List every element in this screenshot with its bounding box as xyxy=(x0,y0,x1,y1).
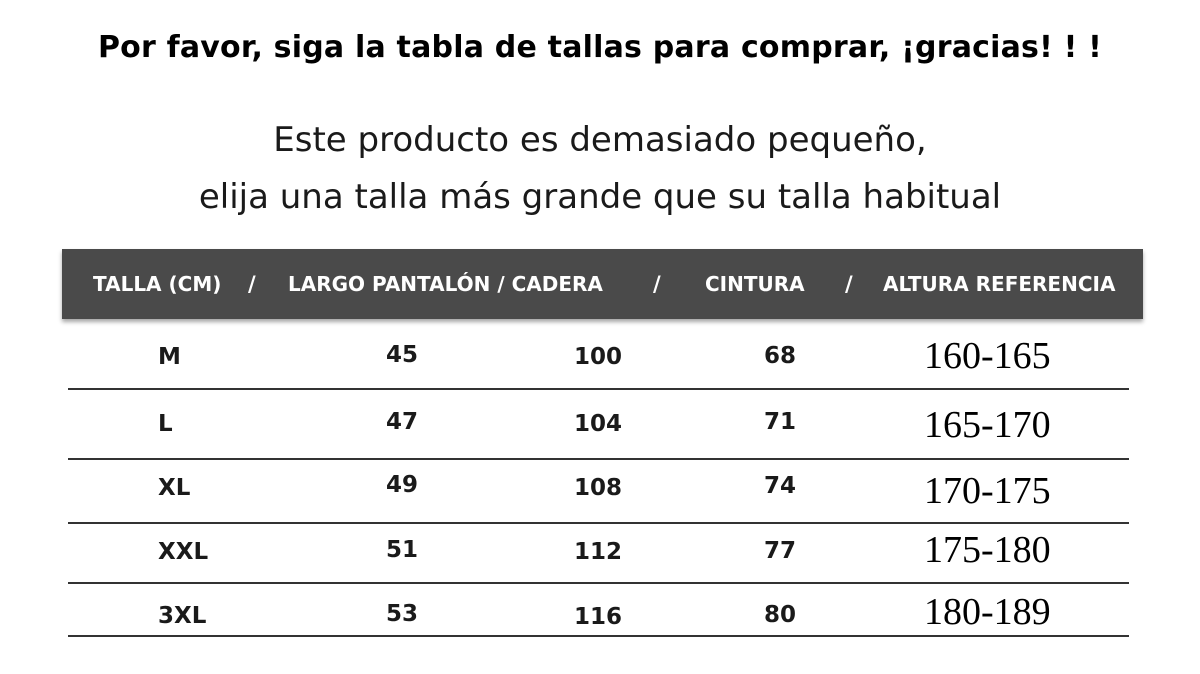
cell-length: 49 xyxy=(386,472,419,498)
table-row: XL 49 108 74 170-175 xyxy=(68,462,1129,522)
header-separator: / xyxy=(248,272,256,296)
cell-waist: 80 xyxy=(764,602,797,628)
cell-length: 53 xyxy=(386,601,419,627)
header-separator: / xyxy=(653,272,661,296)
row-divider xyxy=(68,635,1129,637)
header-separator: / xyxy=(845,272,853,296)
cell-hip: 116 xyxy=(574,604,623,630)
cell-hip: 112 xyxy=(574,539,623,565)
row-divider xyxy=(68,522,1129,524)
notice-subline-1: Este producto es demasiado pequeño, xyxy=(273,120,927,160)
cell-size: XL xyxy=(158,475,191,501)
table-row: XXL 51 112 77 175-180 xyxy=(68,526,1129,586)
cell-length: 47 xyxy=(386,409,419,435)
cell-size: 3XL xyxy=(158,603,207,629)
cell-waist: 71 xyxy=(764,409,797,435)
table-row: L 47 104 71 165-170 xyxy=(68,393,1129,453)
header-size: TALLA (CM) xyxy=(93,272,222,296)
cell-height: 180-189 xyxy=(924,591,1051,633)
cell-height: 160-165 xyxy=(924,335,1051,377)
table-row: 3XL 53 116 80 180-189 xyxy=(68,586,1129,646)
cell-length: 51 xyxy=(386,537,419,563)
cell-hip: 100 xyxy=(574,344,623,370)
cell-hip: 108 xyxy=(574,475,623,501)
cell-height: 170-175 xyxy=(924,470,1051,512)
cell-height: 175-180 xyxy=(924,529,1051,571)
row-divider xyxy=(68,458,1129,460)
cell-size: M xyxy=(158,344,181,370)
size-table-header: TALLA (CM) / LARGO PANTALÓN / CADERA / C… xyxy=(62,249,1143,319)
cell-length: 45 xyxy=(386,342,419,368)
cell-hip: 104 xyxy=(574,411,623,437)
cell-size: L xyxy=(158,411,173,437)
cell-waist: 68 xyxy=(764,343,797,369)
cell-waist: 77 xyxy=(764,538,797,564)
cell-size: XXL xyxy=(158,539,209,565)
cell-height: 165-170 xyxy=(924,404,1051,446)
header-waist: CINTURA xyxy=(705,272,805,296)
notice-headline: Por favor, siga la tabla de tallas para … xyxy=(97,30,1103,65)
header-length-hip: LARGO PANTALÓN / CADERA xyxy=(288,272,603,296)
notice-subline-2: elija una talla más grande que su talla … xyxy=(198,177,1002,217)
row-divider xyxy=(68,388,1129,390)
row-divider xyxy=(68,582,1129,584)
table-row: M 45 100 68 160-165 xyxy=(68,328,1129,388)
header-height: ALTURA REFERENCIA xyxy=(883,272,1116,296)
cell-waist: 74 xyxy=(764,473,797,499)
